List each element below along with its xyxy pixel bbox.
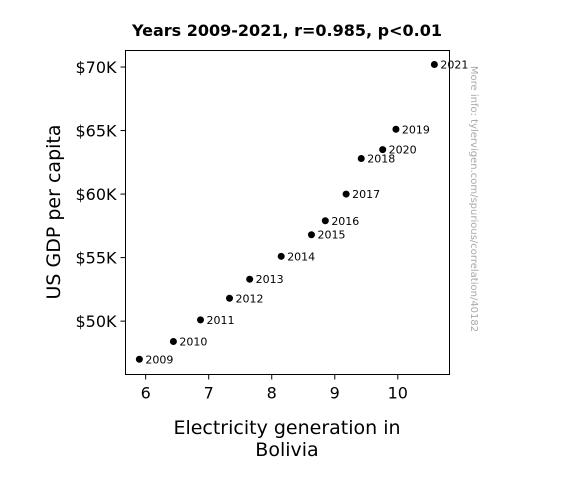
chart-title: Years 2009-2021, r=0.985, p<0.01 (131, 21, 442, 40)
data-point-label: 2011 (207, 314, 235, 327)
data-point (169, 337, 177, 345)
y-tick-label: $60K (75, 185, 117, 204)
data-point-label: 2016 (331, 215, 359, 228)
data-point-label: 2018 (367, 153, 395, 166)
data-point-label: 2009 (145, 353, 173, 366)
data-point (246, 275, 254, 283)
y-tick-label: $70K (75, 58, 117, 77)
x-axis-label-line-2: Bolivia (255, 439, 318, 461)
data-point-label: 2021 (440, 58, 468, 71)
data-point (135, 355, 143, 363)
data-point-label: 2017 (352, 188, 380, 201)
x-tick-label: 7 (204, 384, 214, 403)
data-point-label: 2012 (236, 292, 264, 305)
y-axis-ticks: $50K $55K $60K $65K $70K (75, 58, 126, 331)
watermark-text: More info: tylervigen.com/spurious/corre… (468, 66, 479, 332)
data-point (392, 125, 400, 133)
x-tick-label: 8 (267, 384, 277, 403)
data-point-label: 2019 (402, 123, 430, 136)
y-tick-label: $55K (75, 249, 117, 268)
data-point (357, 155, 365, 162)
data-point (197, 316, 205, 324)
data-point-label: 2020 (389, 144, 417, 157)
data-point-label: 2010 (179, 335, 207, 348)
data-point (342, 190, 350, 198)
data-point (379, 146, 387, 154)
data-point (321, 217, 329, 225)
x-tick-label: 6 (141, 384, 151, 403)
data-point-label: 2015 (317, 229, 345, 242)
x-axis-ticks: 6 7 8 9 10 (141, 374, 408, 403)
y-tick-label: $50K (75, 312, 117, 331)
plot-area (125, 50, 450, 375)
data-point (277, 252, 285, 260)
x-tick-label: 10 (388, 384, 408, 403)
y-axis-label: US GDP per capita (43, 125, 65, 300)
y-tick-label: $65K (75, 122, 117, 141)
data-point-label: 2014 (287, 250, 315, 263)
data-point (307, 231, 315, 239)
data-point (430, 60, 438, 68)
x-tick-label: 9 (330, 384, 340, 403)
data-point-label: 2013 (256, 273, 284, 286)
x-axis-label-line-1: Electricity generation in (173, 417, 400, 439)
data-point (226, 294, 234, 302)
